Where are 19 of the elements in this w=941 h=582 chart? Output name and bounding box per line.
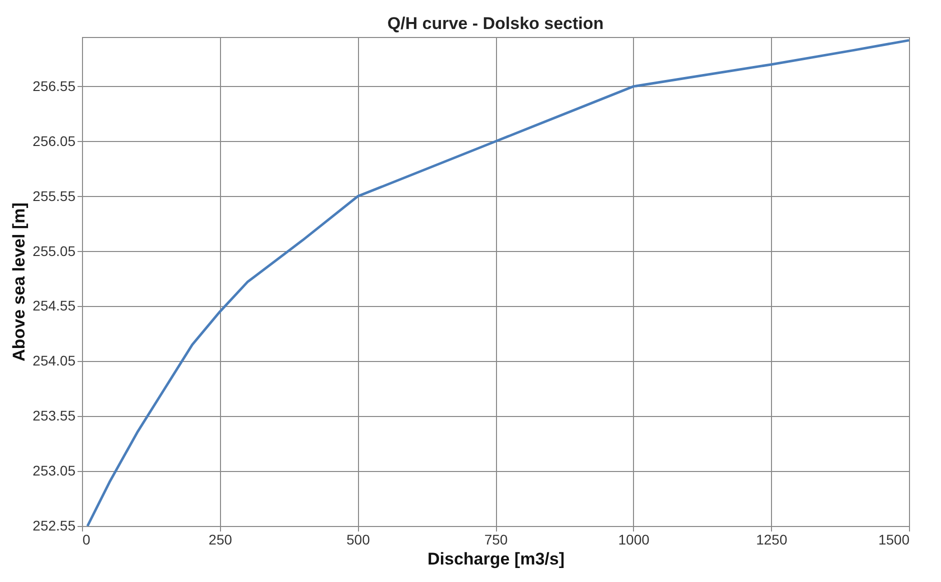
x-tick-label: 750 [484,532,508,548]
y-tick-label: 256.05 [32,132,76,149]
y-tick-label: 253.05 [32,462,76,479]
y-tick-label: 253.55 [32,408,76,424]
chart-title: Q/H curve - Dolsko section [387,14,604,33]
y-tick-label: 252.55 [32,518,76,534]
x-tick-label: 0 [82,532,90,548]
y-tick-label: 256.55 [32,78,76,94]
y-tick-label: 255.55 [32,188,76,204]
x-tick-label: 250 [208,532,232,548]
y-tick-label: 254.05 [32,352,76,369]
x-axis-title: Discharge [m3/s] [428,550,564,568]
y-axis-title: Above sea level [m] [10,202,29,362]
x-tick-label: 500 [346,532,370,548]
x-tick-label: 1000 [618,532,650,548]
y-tick-label: 255.05 [32,242,76,259]
x-tick-label: 1250 [756,532,788,548]
y-tick-label: 254.55 [32,298,76,314]
x-tick-label: 1500 [878,532,910,548]
